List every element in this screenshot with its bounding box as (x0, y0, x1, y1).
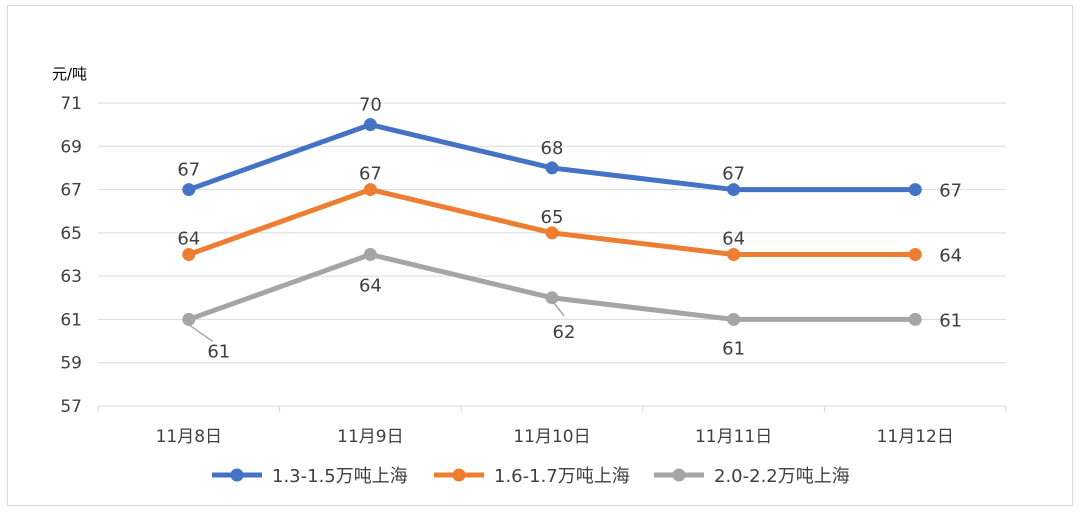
data-label: 64 (359, 276, 382, 297)
legend-entry: 1.6-1.7万吨上海 (494, 466, 630, 487)
data-point (545, 291, 559, 305)
data-point (908, 248, 922, 261)
data-point (727, 183, 741, 197)
wechat-logo-icon-small (947, 463, 965, 481)
x-tick-label: 11月8日 (156, 427, 222, 447)
data-label: 64 (939, 246, 962, 267)
x-tick-label: 11月10日 (513, 427, 590, 447)
data-label: 65 (541, 207, 564, 228)
x-tick-label: 11月11日 (695, 427, 772, 447)
data-point (545, 161, 559, 175)
data-label: 62 (553, 322, 576, 343)
wechat-logo-icon (932, 452, 956, 476)
data-label: 64 (177, 229, 200, 250)
y-tick-labels: 57 59 61 63 65 67 69 71 (60, 94, 82, 417)
data-label: 70 (359, 95, 382, 116)
x-axis: 11月8日 11月9日 11月10日 11月11日 11月12日 (97, 405, 1007, 447)
weibo-logo-icon (14, 484, 34, 504)
data-point (908, 312, 922, 326)
y-tick-label: 63 (60, 267, 82, 287)
legend-swatch-marker (230, 468, 244, 482)
y-tick-label: 69 (60, 137, 82, 157)
data-point (182, 312, 196, 326)
data-label: 61 (939, 310, 962, 331)
data-point (545, 226, 559, 240)
data-label: 67 (939, 181, 962, 202)
x-tick-label: 11月12日 (877, 427, 954, 447)
watermark-right: 搜船宝 (932, 452, 1022, 481)
series-line-3 (187, 252, 916, 322)
data-point (182, 248, 196, 261)
y-tick-label: 65 (60, 224, 82, 244)
label-leader-line (552, 301, 565, 317)
watermark-left: 大数跨境 (14, 481, 124, 506)
data-label: 61 (207, 341, 230, 362)
y-tick-label: 71 (60, 94, 82, 114)
data-label: 64 (722, 229, 745, 250)
legend-swatch-marker (452, 468, 466, 482)
y-tick-label: 61 (60, 310, 82, 330)
y-tick-label: 67 (60, 181, 82, 201)
data-point (182, 183, 196, 197)
watermark-right-text: 搜船宝 (968, 458, 1022, 479)
data-point (727, 312, 741, 326)
data-point (727, 248, 741, 261)
data-point (363, 118, 377, 132)
legend: 1.3-1.5万吨上海 1.6-1.7万吨上海 2.0-2.2万吨上海 (212, 466, 850, 487)
data-label: 67 (177, 160, 200, 181)
data-label: 67 (359, 164, 382, 185)
y-axis-label: 元/吨 (52, 65, 87, 83)
data-point (908, 183, 922, 197)
legend-swatch-marker (672, 468, 686, 482)
x-tick-label: 11月9日 (337, 427, 403, 447)
y-tick-label: 59 (60, 354, 82, 374)
series-lines (182, 118, 922, 326)
chart-frame (7, 5, 1073, 506)
data-point (363, 248, 377, 261)
data-point (363, 183, 377, 197)
data-labels: 67 70 68 67 67 64 67 65 64 64 61 64 62 61 61 (177, 95, 962, 363)
watermark-left-text: 大数跨境 (52, 485, 124, 506)
data-label: 67 (722, 164, 745, 185)
weibo-logo-icon-dot (33, 481, 43, 491)
legend-entry: 2.0-2.2万吨上海 (714, 466, 850, 487)
label-leader-line (189, 324, 214, 343)
data-label: 61 (722, 338, 745, 359)
y-tick-label: 57 (60, 397, 82, 417)
legend-entry: 1.3-1.5万吨上海 (272, 466, 408, 487)
data-label: 68 (541, 138, 564, 159)
